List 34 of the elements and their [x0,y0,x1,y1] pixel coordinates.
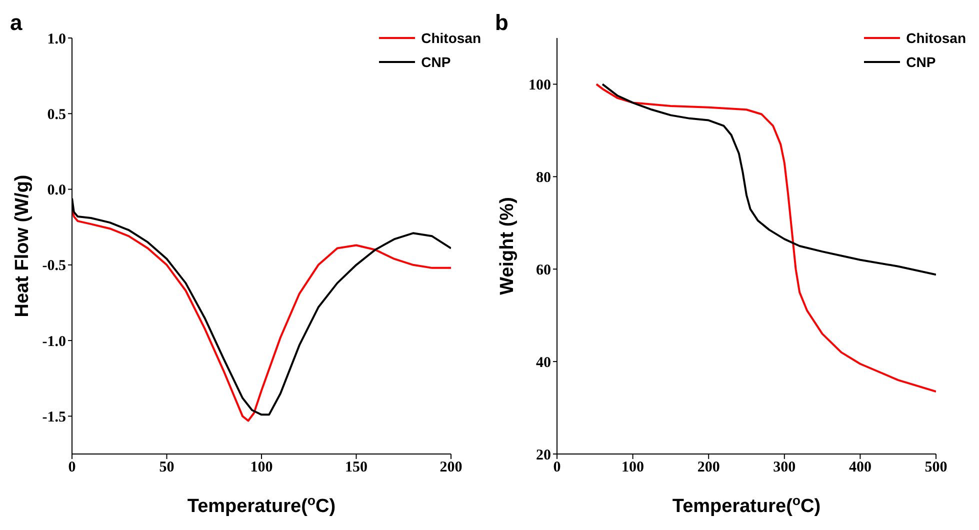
legend-label: CNP [421,54,451,70]
legend-label: Chitosan [906,30,966,46]
x-tick-label: 200 [440,460,462,476]
line-series [601,83,936,276]
chart-title: b [495,10,508,36]
y-tick-label: -1.5 [42,410,66,426]
y-tick-label: 40 [536,354,551,371]
chart-title: a [10,10,22,36]
line-series [595,83,936,393]
legend-label: Chitosan [421,30,481,46]
x-tick-label: 400 [848,460,872,476]
y-tick-label: 60 [536,262,551,278]
y-axis-title: Weight (%) [497,197,518,295]
x-tick-label: 500 [924,460,948,476]
y-axis-title: Heat Flow (W/g) [12,174,33,318]
legend-label: CNP [906,54,936,70]
y-tick-label: 0.0 [47,182,66,199]
x-tick-label: 0 [68,460,76,476]
x-tick-label: 100 [250,460,273,476]
y-tick-label: 0.5 [47,106,66,123]
x-tick-label: 200 [697,460,720,476]
x-axis-title: Temperature($^{o}$C) [187,492,336,517]
y-tick-label: 20 [536,447,551,464]
x-tick-label: 100 [622,460,644,476]
x-tick-label: 0 [553,460,561,476]
y-tick-label: 80 [536,170,551,186]
x-tick-label: 150 [345,460,368,476]
y-tick-label: -0.5 [42,258,66,274]
y-tick-label: 100 [528,78,551,94]
x-tick-label: 50 [159,460,174,476]
x-axis-title: Temperature($^{o}$C) [672,492,821,517]
y-tick-label: 1.0 [47,31,66,48]
x-tick-label: 300 [773,460,796,476]
y-tick-label: -1.0 [42,334,66,350]
